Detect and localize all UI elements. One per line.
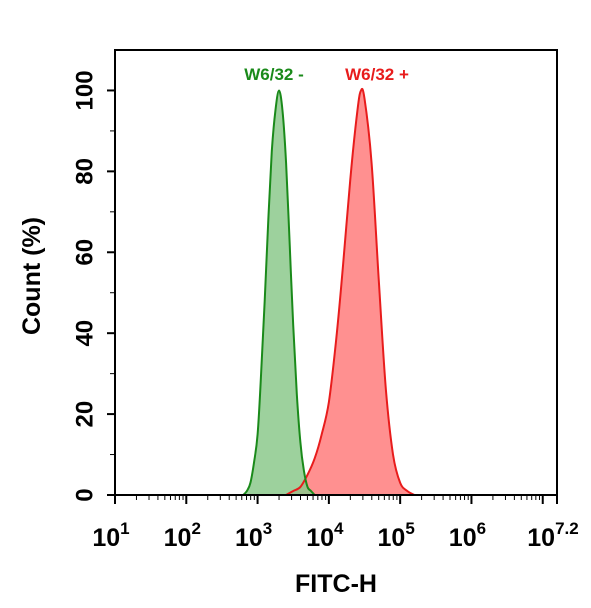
legend-label-positive: W6/32 + [345, 65, 409, 84]
x-tick-label: 101 [92, 519, 129, 552]
x-axis-ticks [114, 495, 558, 504]
x-tick-label: 102 [164, 519, 201, 552]
legend-label-negative: W6/32 - [244, 65, 304, 84]
legend: W6/32 - W6/32 + [244, 65, 409, 84]
x-axis-tick-labels: 101 102 103 104 105 106 107.2 [92, 519, 578, 552]
y-tick-label: 60 [71, 239, 98, 266]
y-tick-label: 40 [71, 320, 98, 347]
x-axis-title: FITC-H [295, 570, 377, 598]
y-axis-title: Count (%) [18, 217, 46, 335]
series-fill-positive [286, 88, 415, 495]
y-tick-label: 80 [71, 158, 98, 185]
series-fill-negative [243, 90, 315, 495]
series-line-positive [285, 87, 415, 496]
x-tick-label: 104 [306, 519, 344, 552]
series-line-negative [242, 89, 316, 496]
x-tick-label: 103 [235, 519, 272, 552]
y-tick-label: 100 [71, 70, 98, 110]
y-axis-tick-labels: 0 20 40 60 80 100 [71, 70, 98, 501]
x-tick-label: 106 [449, 519, 486, 552]
y-tick-label: 20 [71, 401, 98, 428]
x-tick-label: 105 [378, 519, 415, 552]
y-axis-ticks [107, 89, 115, 496]
y-tick-label: 0 [71, 488, 98, 501]
series-lines [242, 87, 415, 496]
x-tick-label: 107.2 [527, 519, 578, 552]
plot-frame [114, 49, 558, 496]
series-fills [243, 88, 415, 495]
